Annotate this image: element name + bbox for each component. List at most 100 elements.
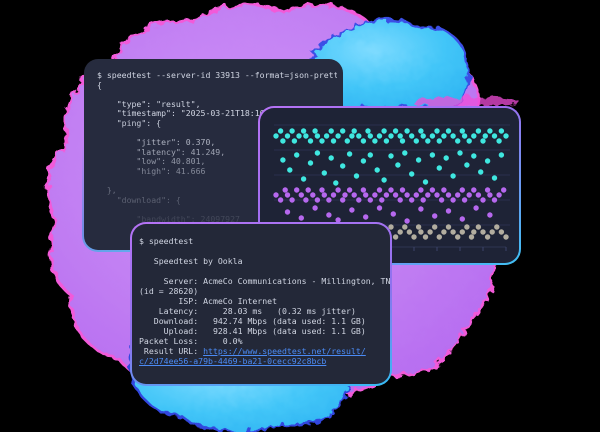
chart-dot [473, 205, 479, 211]
chart-dot [487, 212, 493, 218]
chart-dot [360, 187, 367, 193]
chart-dot [441, 133, 447, 139]
chart-dot [455, 192, 461, 198]
chart-dot [468, 234, 475, 240]
chart-dot [406, 229, 413, 235]
chart-dot [388, 153, 394, 159]
chart-dot [445, 208, 452, 214]
chart-dot [397, 229, 403, 235]
chart-dot [335, 217, 341, 223]
chart-dot [475, 128, 482, 134]
chart-dot [381, 128, 387, 134]
chart-dot [461, 133, 468, 139]
chart-dot [496, 138, 502, 144]
chart-dot [409, 197, 415, 203]
chart-dot [491, 175, 498, 181]
chart-dot [307, 138, 314, 144]
chart-dot [434, 192, 440, 198]
chart-dot [340, 197, 346, 203]
chart-dot [402, 224, 408, 230]
chart-dot [291, 138, 298, 144]
chart-dot [480, 229, 486, 235]
chart-dot [471, 133, 477, 139]
chart-dot [381, 177, 387, 183]
chart-dot [349, 207, 355, 213]
result-url-link[interactable]: c/2d74ee56-a79b-4469-ba21-0cecc92c8bcb [139, 356, 327, 366]
chart-dot [461, 197, 468, 203]
chart-dot [312, 128, 318, 134]
chart-dot [471, 187, 477, 193]
chart-dot [429, 187, 436, 193]
chart-dot [383, 192, 390, 198]
chart-dot [298, 215, 304, 221]
chart-dot [445, 224, 452, 230]
chart-dot [376, 205, 383, 211]
chart-dot [471, 229, 477, 235]
chart-dot [294, 152, 300, 158]
chart-dot [397, 133, 403, 139]
chart-dot [392, 192, 399, 198]
chart-dot [388, 133, 394, 139]
chart-dot [466, 192, 472, 198]
chart-dot [418, 206, 424, 212]
chart-dot [289, 128, 295, 134]
chart-dot [356, 133, 362, 139]
chart-dot [392, 128, 399, 134]
chart-dot [429, 152, 436, 158]
chart-dot [494, 224, 500, 230]
chart-dot [289, 197, 295, 203]
chart-dot [443, 155, 449, 161]
result-url-link[interactable]: https://www.speedtest.net/result/ [203, 346, 366, 356]
chart-dot [434, 128, 440, 134]
chart-dot [475, 224, 482, 230]
magenta-fringe [412, 97, 520, 107]
chart-dot [335, 187, 341, 193]
chart-dot [413, 192, 419, 198]
chart-dot [457, 150, 463, 156]
speedtest-terminal-output: $ speedtest Speedtest by Ookla Server: A… [139, 236, 390, 366]
chart-dot [328, 128, 334, 134]
chart-dot [397, 197, 403, 203]
chart-dot [498, 229, 505, 235]
chart-dot [349, 133, 355, 139]
chart-dot [422, 179, 429, 185]
chart-dot [429, 133, 436, 139]
chart-dot [310, 192, 316, 198]
chart-dot [330, 138, 337, 144]
chart-dot [395, 162, 401, 168]
chart-dot [363, 214, 369, 220]
chart-dot [459, 187, 465, 193]
chart-dot [379, 197, 385, 203]
chart-dot [344, 138, 350, 144]
chart-dot [303, 133, 309, 139]
chart-dot [466, 138, 472, 144]
chart-dot [388, 224, 394, 230]
chart-dot [363, 192, 369, 198]
chart-dot [319, 138, 325, 144]
chart-dot [436, 234, 442, 240]
chart-dot [319, 187, 325, 193]
chart-dot [441, 187, 447, 193]
chart-dot [326, 197, 332, 203]
chart-dot [328, 155, 334, 161]
dot-strip-chart [273, 124, 510, 251]
chart-dot [365, 128, 371, 134]
chart-dot [471, 153, 477, 159]
chart-dot [418, 187, 424, 193]
chart-dot [314, 150, 321, 156]
chart-dot [484, 234, 491, 240]
chart-dot [475, 192, 482, 198]
chart-dot [330, 192, 337, 198]
chart-dot [498, 128, 505, 134]
chart-dot [459, 216, 465, 222]
chart-dot [277, 128, 284, 134]
chart-dot [326, 212, 332, 218]
chart-dot [390, 211, 396, 217]
chart-dot [445, 128, 452, 134]
chart-dot [333, 180, 339, 186]
chart-dot [388, 187, 394, 193]
chart-dot [450, 133, 456, 139]
chart-dot [420, 197, 426, 203]
chart-dot [411, 234, 417, 240]
chart-dot [367, 197, 373, 203]
